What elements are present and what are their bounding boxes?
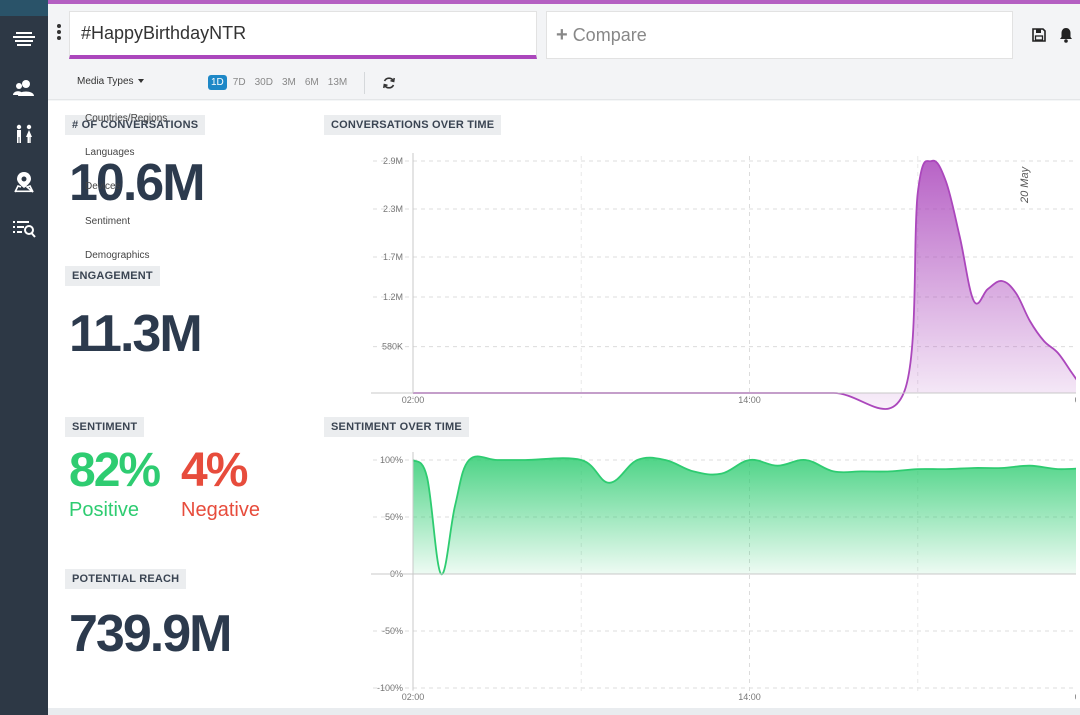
search-input[interactable]: [70, 12, 536, 55]
menu-item-sentiment[interactable]: Sentiment: [85, 216, 131, 227]
search-box: [69, 11, 537, 59]
y-tick-label: 1.2M: [383, 292, 403, 302]
x-tick-label: 02:00: [1075, 395, 1076, 405]
conversations-chart: 580K 1.2M 1.7M 2.3M 2.9M 02:00 14:00 02:00 20 Ma…: [371, 153, 1076, 410]
sidebar-top-accent: [0, 0, 48, 16]
dashboard-content: # OF CONVERSATIONS 10.6M Countries/Regio…: [48, 101, 1080, 709]
range-6m[interactable]: 6M: [304, 77, 319, 88]
menu-item-devices[interactable]: Devices: [85, 181, 121, 192]
range-30d[interactable]: 30D: [254, 77, 273, 88]
conversations-chart-title: CONVERSATIONS OVER TIME: [324, 115, 502, 135]
time-range-selector: 1D 7D 30D 3M 6M 13M: [208, 75, 350, 90]
positive-value: 82%: [69, 444, 161, 497]
more-options-icon[interactable]: [55, 24, 63, 42]
save-icon[interactable]: [1030, 26, 1048, 44]
demographics-icon[interactable]: [10, 122, 38, 146]
x-tick-label: 14:00: [738, 395, 761, 405]
y-tick-label: 100%: [380, 455, 403, 465]
x-tick-label: 14:00: [738, 692, 761, 702]
bell-icon[interactable]: [1057, 26, 1075, 44]
search-list-icon[interactable]: [10, 216, 38, 240]
reach-label: POTENTIAL REACH: [65, 569, 187, 589]
negative-label: Negative: [181, 499, 260, 521]
menu-icon[interactable]: [10, 27, 38, 51]
series-area: [413, 456, 1076, 575]
x-tick-label: 02:00: [402, 395, 425, 405]
conversations-label: # OF CONVERSATIONS: [65, 115, 206, 135]
location-icon[interactable]: [10, 170, 38, 194]
x-tick-label: 02:00: [402, 692, 425, 702]
sentiment-chart-title: SENTIMENT OVER TIME: [324, 417, 469, 437]
bottom-bar: [48, 708, 1080, 715]
main-area: + Compare Media Types 1D 7D 30D 3M 6M 13M: [48, 4, 1080, 715]
date-annotation: 20 May: [1019, 165, 1031, 204]
y-tick-label: -100%: [377, 683, 403, 693]
reach-value: 739.9M: [69, 605, 232, 663]
compare-button[interactable]: + Compare: [546, 11, 1013, 59]
users-icon[interactable]: [10, 76, 38, 100]
series-line: [412, 455, 1076, 575]
plus-icon: +: [556, 23, 568, 46]
y-tick-label: 2.9M: [383, 156, 403, 166]
refresh-icon[interactable]: [382, 76, 396, 90]
header-bar: + Compare: [48, 4, 1080, 64]
filter-toolbar: Media Types 1D 7D 30D 3M 6M 13M: [48, 64, 1080, 100]
y-tick-label: 580K: [382, 342, 403, 352]
engagement-label: ENGAGEMENT: [65, 266, 160, 286]
sidebar: [0, 0, 48, 715]
menu-item-languages[interactable]: Languages: [85, 147, 135, 158]
sentiment-label: SENTIMENT: [65, 417, 145, 437]
engagement-value: 11.3M: [69, 305, 203, 363]
range-3m[interactable]: 3M: [281, 77, 296, 88]
media-types-dropdown[interactable]: Media Types: [77, 76, 144, 87]
menu-item-demographics[interactable]: Demographics: [85, 250, 150, 261]
compare-label: Compare: [572, 24, 647, 45]
toolbar-divider: [364, 72, 365, 94]
negative-value: 4%: [181, 444, 248, 497]
y-tick-label: 1.7M: [383, 252, 403, 262]
conversations-value: 10.6M: [69, 154, 206, 212]
range-1d[interactable]: 1D: [208, 75, 227, 90]
positive-label: Positive: [69, 499, 140, 521]
y-tick-label: 2.3M: [383, 204, 403, 214]
y-tick-label: -50%: [382, 626, 403, 636]
top-accent-strip: [0, 0, 1080, 4]
media-types-label: Media Types: [77, 76, 134, 87]
range-7d[interactable]: 7D: [232, 77, 246, 88]
series-area: [413, 160, 1076, 409]
chevron-down-icon: [137, 79, 144, 84]
menu-item-countries[interactable]: Countries/Regions: [85, 113, 168, 124]
x-tick-label: 02:00: [1075, 692, 1076, 702]
y-tick-label: 50%: [385, 512, 403, 522]
range-13m[interactable]: 13M: [327, 77, 348, 88]
